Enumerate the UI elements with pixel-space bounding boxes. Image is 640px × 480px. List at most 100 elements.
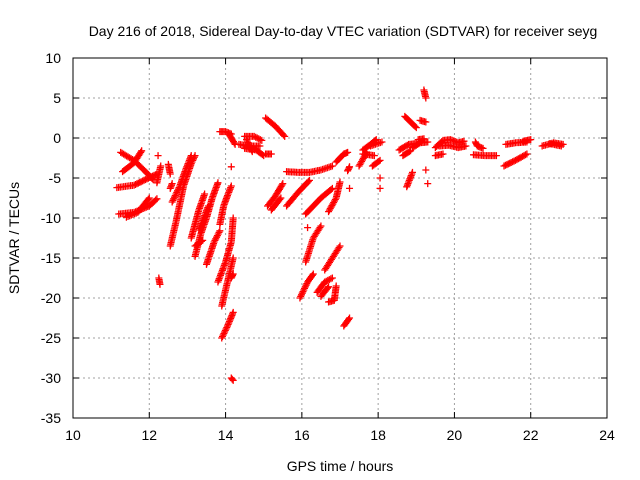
data-point <box>327 185 335 193</box>
data-point <box>211 236 219 244</box>
data-point <box>156 280 164 288</box>
plot-frame <box>72 57 608 419</box>
y-tick-label: -25 <box>41 330 61 346</box>
data-point <box>302 281 310 289</box>
data-point <box>201 190 209 198</box>
y-tick-label: -5 <box>49 170 62 186</box>
data-point <box>279 180 287 188</box>
data-point <box>372 136 380 144</box>
data-point <box>245 140 253 148</box>
data-point <box>174 187 182 195</box>
x-tick-label: 10 <box>65 427 81 443</box>
data-point <box>336 242 344 250</box>
data-point <box>137 148 145 156</box>
data-point <box>376 156 384 164</box>
y-tick-label: 5 <box>53 90 61 106</box>
data-point <box>439 150 447 158</box>
data-point <box>325 283 333 291</box>
data-point <box>331 196 339 204</box>
data-point <box>278 181 286 189</box>
data-point <box>328 162 336 170</box>
data-point <box>479 144 487 152</box>
data-point <box>197 237 205 245</box>
data-point <box>138 147 146 155</box>
x-tick-label: 24 <box>599 427 615 443</box>
y-tick-label: -20 <box>41 290 61 306</box>
data-point <box>335 244 343 251</box>
data-point <box>408 168 416 176</box>
data-point <box>229 270 237 278</box>
x-tick-label: 22 <box>523 427 539 443</box>
data-point <box>204 202 212 210</box>
data-point <box>171 192 179 200</box>
data-point <box>220 330 228 337</box>
data-point <box>255 135 263 143</box>
data-point <box>281 132 289 140</box>
x-tick-label: 12 <box>141 427 157 443</box>
data-point <box>222 325 230 333</box>
data-point <box>299 288 307 296</box>
data-point <box>214 230 222 238</box>
data-point <box>253 134 261 142</box>
y-axis-label: SDTVAR / TECUs <box>6 182 22 294</box>
data-point <box>218 334 226 342</box>
data-point <box>258 136 266 144</box>
data-point <box>229 308 237 316</box>
data-point <box>243 136 251 144</box>
data-point <box>300 286 308 294</box>
data-point <box>173 188 181 196</box>
data-point <box>322 277 330 285</box>
data-point <box>376 174 384 182</box>
y-tick-label: -35 <box>41 410 61 426</box>
data-point <box>346 314 354 322</box>
data-point <box>228 375 236 383</box>
data-point <box>301 283 309 291</box>
data-point <box>256 136 264 144</box>
data-point <box>304 178 312 186</box>
data-point <box>378 138 386 146</box>
data-point <box>557 142 565 150</box>
data-point <box>309 270 317 278</box>
y-tick-label: 0 <box>53 130 61 146</box>
data-point <box>370 152 378 160</box>
data-point <box>127 211 135 219</box>
x-tick-label: 20 <box>447 427 463 443</box>
data-point <box>213 233 221 241</box>
data-point <box>344 148 352 156</box>
data-point <box>345 315 353 323</box>
data-point <box>129 210 137 218</box>
data-point <box>323 284 331 292</box>
data-point <box>145 194 153 202</box>
data-point <box>297 291 305 299</box>
data-point <box>221 327 229 334</box>
data-point <box>247 145 255 153</box>
data-point <box>219 331 227 339</box>
data-point <box>420 135 428 143</box>
data-point <box>246 143 254 151</box>
data-point <box>521 151 529 159</box>
data-point <box>243 137 251 145</box>
y-tick-label: 10 <box>45 50 61 66</box>
y-tick-label: -10 <box>41 210 61 226</box>
x-tick-label: 18 <box>370 427 386 443</box>
grid-layer <box>73 58 607 418</box>
data-point <box>223 324 231 331</box>
data-point <box>422 94 430 102</box>
data-point <box>424 138 432 146</box>
data-point <box>327 275 335 283</box>
data-point <box>148 174 156 182</box>
data-point <box>154 152 162 160</box>
data-point <box>308 271 316 279</box>
data-point <box>131 210 139 218</box>
data-point <box>280 131 288 139</box>
data-point <box>157 162 165 170</box>
data-point <box>422 166 430 174</box>
data-point <box>212 235 220 243</box>
data-point <box>336 178 344 186</box>
data-point <box>210 238 218 246</box>
data-point <box>229 254 237 262</box>
axis-ticks: 10 12 14 16 18 20 22 24 -35 -30 -25 -20 -15 -10 -5 0 5 10 <box>41 50 615 443</box>
data-point <box>375 157 383 165</box>
data-point <box>297 292 305 300</box>
